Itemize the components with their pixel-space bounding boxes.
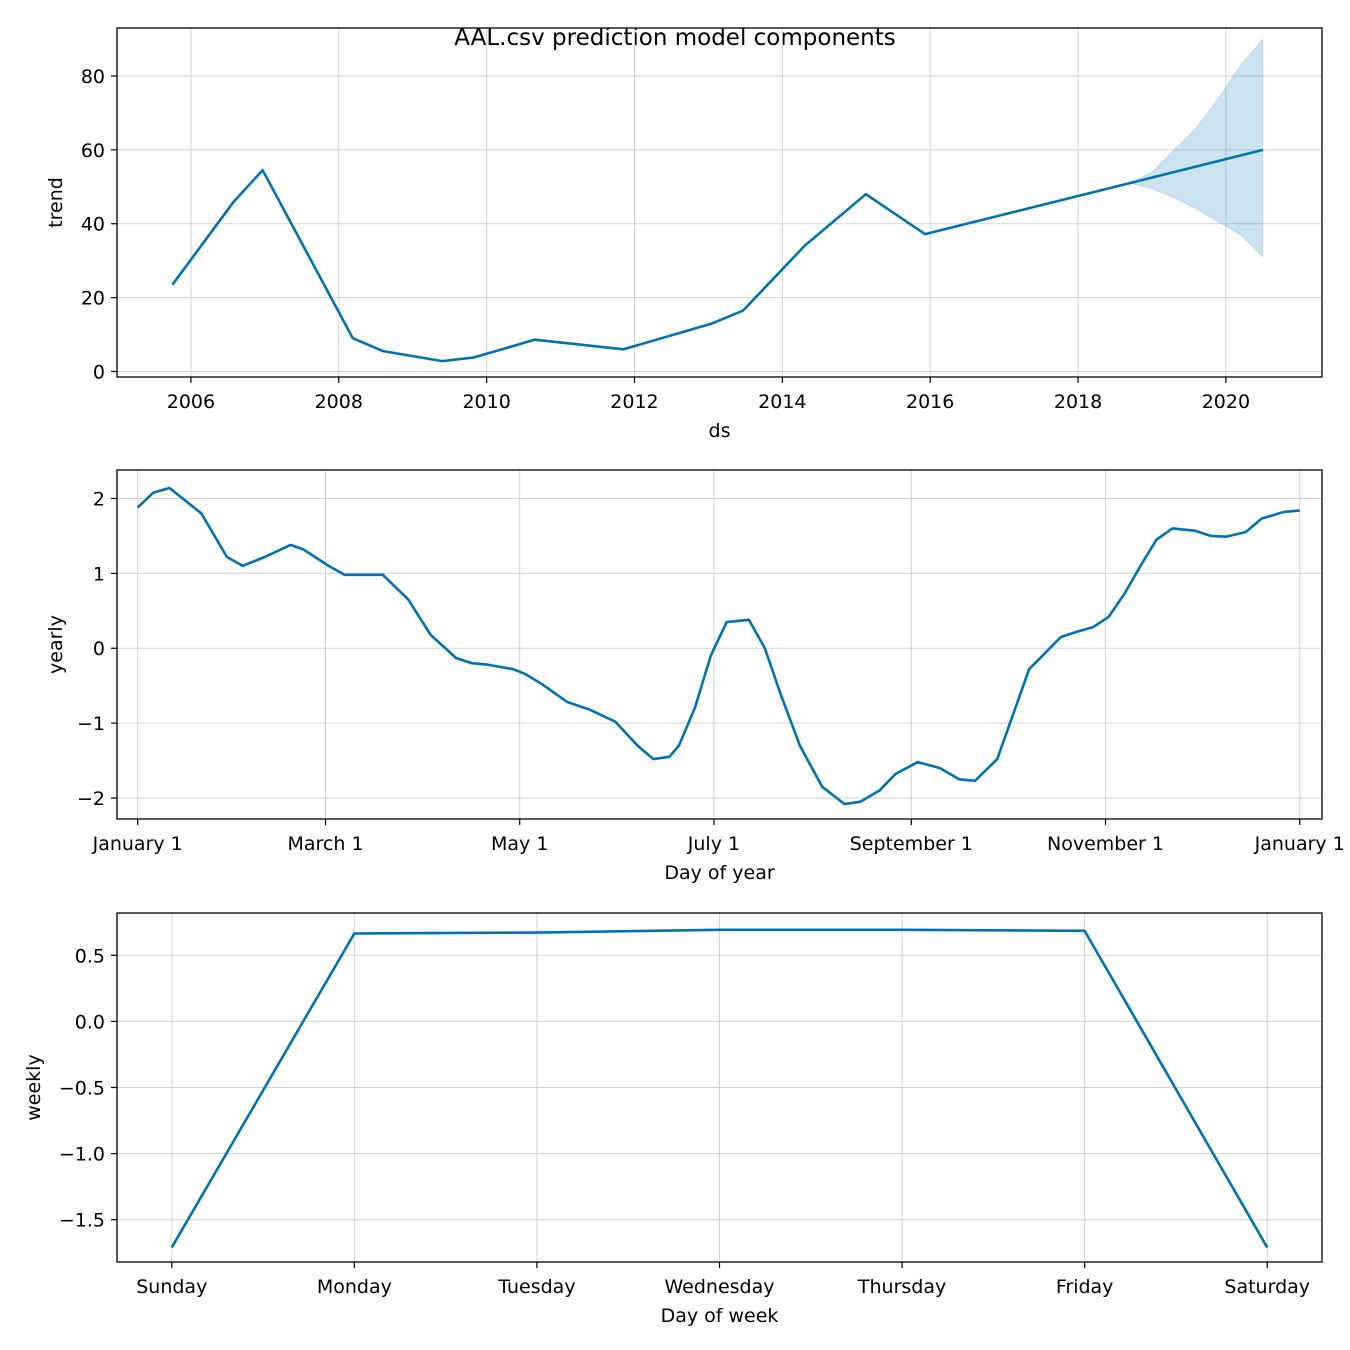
x-tick-label: May 1 [491,833,548,855]
y-tick-label: −1.5 [59,1210,105,1232]
x-tick-label: July 1 [687,833,740,855]
x-tick-label: 2016 [906,391,954,413]
axes-frame [116,27,1323,378]
x-tick-label: 2006 [167,391,215,413]
x-tick-label: March 1 [288,833,364,855]
x-tick-label: 2018 [1054,391,1102,413]
x-tick-label: 2014 [758,391,806,413]
y-tick-label: 0 [93,361,105,383]
figure-title: AAL.csv prediction model components [454,25,896,51]
axes-frame [116,912,1323,1263]
x-tick-label: 2012 [610,391,658,413]
y-tick-label: −1.0 [59,1144,105,1166]
y-tick-label: 0.5 [75,945,105,967]
y-tick-label: 60 [81,140,105,162]
x-tick-label: Tuesday [497,1276,575,1298]
x-axis-label: ds [709,420,731,442]
x-tick-label: January 1 [92,833,183,855]
y-tick-label: 0 [93,638,105,660]
y-axis-label: yearly [45,615,67,674]
yearly-series-line [136,486,1300,806]
x-tick-label: September 1 [850,833,973,855]
y-tick-label: 0.0 [75,1011,105,1033]
x-tick-label: Monday [317,1276,392,1298]
x-tick-label: Wednesday [664,1276,774,1298]
x-tick-label: 2008 [315,391,363,413]
y-tick-label: 80 [81,66,105,88]
x-tick-label: Saturday [1224,1276,1310,1298]
y-tick-label: 1 [93,563,105,585]
x-tick-label: 2020 [1202,391,1250,413]
y-tick-label: −1 [77,713,105,735]
x-tick-label: Friday [1056,1276,1114,1298]
y-tick-label: −0.5 [59,1078,105,1100]
yearly-panel: January 1 March 1 May 1 July 1 September 1 No… [45,469,1345,884]
y-axis-label: weekly [23,1054,45,1120]
x-axis-label: Day of week [661,1305,779,1327]
x-axis-label: Day of year [664,862,774,884]
x-tick-label: January 1 [1254,833,1345,855]
y-tick-label: 20 [81,288,105,310]
weekly-series-line [170,928,1269,1249]
trend-series-line [171,148,1264,363]
trend-panel: 2006 2008 2010 2012 2014 2016 2018 2020 0 20 40 60 8… [45,27,1323,442]
x-tick-label: 2010 [462,391,510,413]
y-tick-label: 2 [93,488,105,510]
trend-uncertainty-band [1128,37,1264,259]
x-tick-label: November 1 [1047,833,1164,855]
x-tick-label: Thursday [857,1276,946,1298]
y-tick-label: 40 [81,214,105,236]
axes-frame [116,469,1323,820]
y-axis-label: trend [45,177,67,228]
y-tick-label: −2 [77,788,105,810]
weekly-panel: Sunday Monday Tuesday Wednesday Thursday Frid… [23,912,1323,1327]
x-tick-label: Sunday [136,1276,207,1298]
